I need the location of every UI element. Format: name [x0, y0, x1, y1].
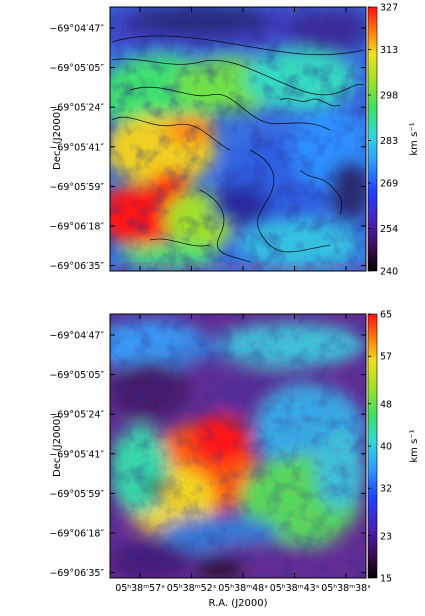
- dispersion-colorbar-tick-label: 15: [380, 574, 392, 585]
- dispersion-map: [110, 314, 366, 578]
- velocity-y-tick-label: −69°05′05″: [49, 63, 104, 74]
- velocity-colorbar-label: km s⁻¹: [409, 122, 420, 155]
- panel-dispersion: −69°04′47″ −69°05′05″ −69°05′24″ −69°05′41″…: [49, 310, 420, 610]
- dispersion-y-tick-label: −69°06′18″: [49, 529, 104, 540]
- dispersion-x-tick-label: 05ʰ38ᵐ48ˢ: [218, 583, 268, 594]
- velocity-colorbar: [367, 6, 378, 272]
- dispersion-y-tick-label: −69°05′05″: [49, 370, 104, 381]
- velocity-colorbar-tick-label: 327: [380, 3, 398, 14]
- dispersion-colorbar-tick-label: 65: [380, 310, 392, 321]
- velocity-colorbar-tick-label: 298: [380, 91, 398, 102]
- dispersion-y-tick-label: −69°06′35″: [49, 568, 104, 579]
- velocity-y-axis-label: Dec. (J2000): [52, 108, 63, 170]
- dispersion-colorbar-tick-label: 40: [380, 442, 392, 453]
- velocity-colorbar-ticks: 327 313 298 283 269 254 240: [368, 3, 398, 278]
- velocity-map: [110, 7, 366, 271]
- dispersion-x-axis: 05ʰ38ᵐ57ˢ 05ʰ38ᵐ52ˢ 05ʰ38ᵐ48ˢ 05ʰ38ᵐ43ˢ 05ʰ3…: [115, 314, 371, 594]
- velocity-y-tick-label: −69°04′47″: [49, 24, 104, 35]
- velocity-y-tick-label: −69°06′35″: [49, 261, 104, 272]
- velocity-y-tick-label: −69°05′59″: [49, 182, 104, 193]
- dispersion-colorbar-tick-label: 57: [380, 352, 392, 363]
- dispersion-x-tick-label: 05ʰ38ᵐ43ˢ: [270, 583, 320, 594]
- dispersion-colorbar-tick-label: 48: [380, 399, 392, 410]
- velocity-colorbar-tick-label: 283: [380, 136, 398, 147]
- dispersion-y-tick-label: −69°05′59″: [49, 489, 104, 500]
- velocity-colorbar-tick-label: 313: [380, 45, 398, 56]
- dispersion-x-tick-label: 05ʰ38ᵐ57ˢ: [115, 583, 165, 594]
- dispersion-colorbar-tick-label: 32: [380, 484, 392, 495]
- dispersion-colorbar-ticks: 65 57 48 40 32 23 15: [368, 310, 392, 585]
- panel-velocity: −69°04′47″ −69°05′05″ −69°05′24″ −69°05′41″…: [49, 3, 420, 278]
- dispersion-x-axis-label: R.A. (J2000): [209, 598, 268, 609]
- dispersion-y-tick-label: −69°05′41″: [49, 449, 104, 460]
- dispersion-y-tick-label: −69°05′24″: [49, 410, 104, 421]
- dispersion-x-tick-label: 05ʰ38ᵐ52ˢ: [167, 583, 217, 594]
- dispersion-y-tick-label: −69°04′47″: [49, 331, 104, 342]
- dispersion-frame: [109, 313, 367, 579]
- velocity-colorbar-tick-label: 240: [380, 267, 398, 278]
- velocity-frame: [109, 6, 367, 272]
- velocity-y-tick-label: −69°05′41″: [49, 142, 104, 153]
- velocity-y-tick-label: −69°06′18″: [49, 222, 104, 233]
- velocity-colorbar-tick-label: 269: [380, 179, 398, 190]
- dispersion-x-tick-label: 05ʰ38ᵐ38ˢ: [321, 583, 371, 594]
- dispersion-colorbar-label: km s⁻¹: [409, 429, 420, 462]
- dispersion-y-axis: −69°04′47″ −69°05′05″ −69°05′24″ −69°05′41″…: [49, 331, 366, 579]
- dispersion-colorbar-tick-label: 23: [380, 531, 392, 542]
- dispersion-y-axis-label: Dec. (J2000): [52, 415, 63, 477]
- velocity-colorbar-tick-label: 254: [380, 224, 398, 235]
- velocity-y-tick-label: −69°05′24″: [49, 103, 104, 114]
- velocity-y-axis: −69°04′47″ −69°05′05″ −69°05′24″ −69°05′41″…: [49, 7, 366, 272]
